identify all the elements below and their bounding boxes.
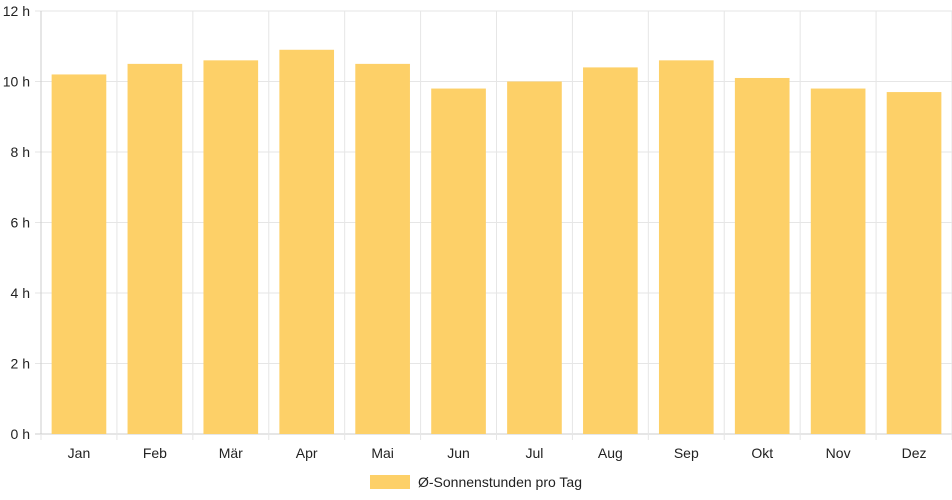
y-tick-label: 0 h xyxy=(11,426,30,442)
bars xyxy=(51,49,942,435)
x-tick-label: Sep xyxy=(674,445,699,461)
bar-sep[interactable] xyxy=(658,60,714,434)
bar-apr[interactable] xyxy=(279,49,335,435)
x-tick-label: Okt xyxy=(751,445,773,461)
bar-jun[interactable] xyxy=(431,88,486,435)
legend-label: Ø-Sonnenstunden pro Tag xyxy=(418,474,582,490)
bar-mai[interactable] xyxy=(355,63,410,434)
bar-okt[interactable] xyxy=(734,77,790,434)
bar-jan[interactable] xyxy=(51,74,107,434)
y-tick-labels: 0 h 2 h 4 h 6 h 8 h 10 h 12 h xyxy=(3,3,30,442)
x-tick-labels: Jan Feb Mär Apr Mai Jun Jul Aug Sep Okt Nov Dez xyxy=(68,445,927,461)
y-tick-label: 8 h xyxy=(11,144,30,160)
x-tick-label: Mai xyxy=(371,445,394,461)
x-tick-label: Jan xyxy=(68,445,91,461)
grid-lines xyxy=(35,10,952,440)
legend[interactable]: Ø-Sonnenstunden pro Tag xyxy=(370,473,582,491)
x-tick-label: Feb xyxy=(143,445,167,461)
y-tick-label: 6 h xyxy=(11,215,30,231)
legend-swatch xyxy=(370,475,410,489)
bar-dez[interactable] xyxy=(886,92,942,434)
y-tick-label: 12 h xyxy=(3,3,30,19)
x-tick-label: Aug xyxy=(598,445,623,461)
x-tick-label: Dez xyxy=(902,445,927,461)
bar-aug[interactable] xyxy=(583,67,638,435)
bar-jul[interactable] xyxy=(507,81,562,435)
x-tick-label: Nov xyxy=(826,445,851,461)
x-tick-label: Apr xyxy=(296,445,318,461)
x-tick-label: Jun xyxy=(447,445,470,461)
y-tick-label: 4 h xyxy=(11,285,30,301)
x-tick-label: Mär xyxy=(219,445,243,461)
bar-mär[interactable] xyxy=(203,60,259,434)
y-tick-label: 2 h xyxy=(11,356,30,372)
bar-feb[interactable] xyxy=(127,63,183,434)
bar-nov[interactable] xyxy=(810,88,866,435)
x-tick-label: Jul xyxy=(526,445,544,461)
y-tick-label: 10 h xyxy=(3,74,30,90)
